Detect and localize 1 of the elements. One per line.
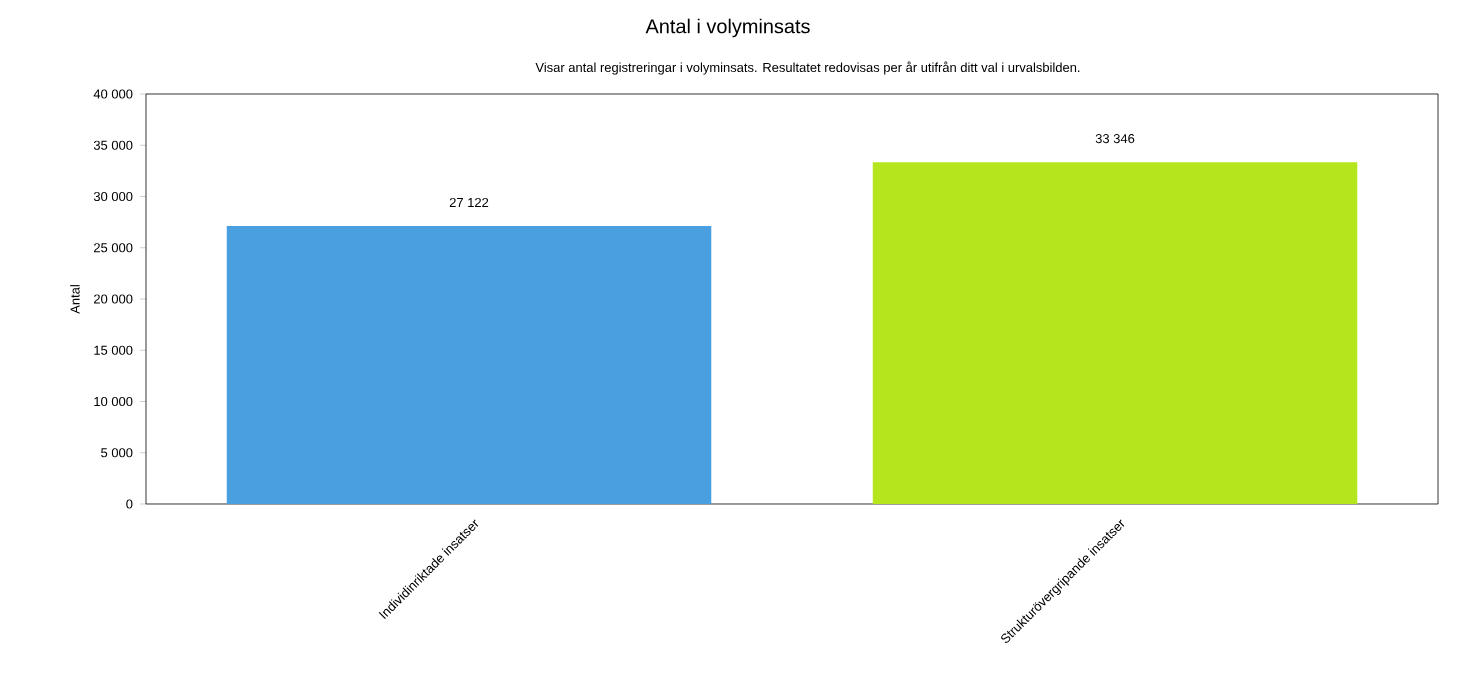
chart-title: Antal i volyminsats bbox=[645, 18, 810, 38]
